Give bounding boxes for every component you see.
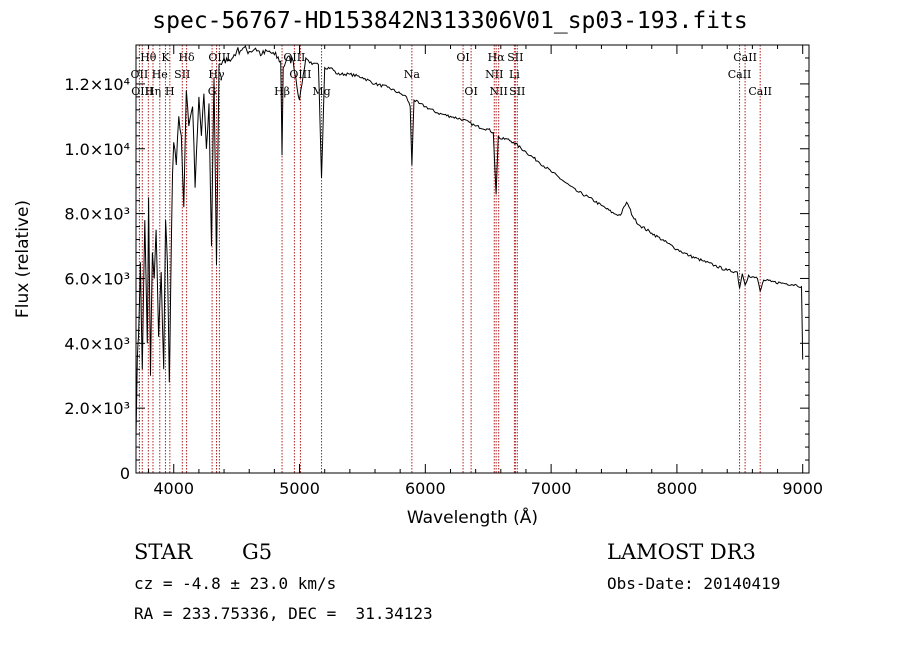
line-label-20: NII — [485, 68, 503, 81]
line-label-22: SII — [507, 51, 523, 64]
observation-date: Obs-Date: 20140419 — [607, 574, 781, 593]
line-label-23: Li — [509, 68, 520, 81]
line-label-4: Hη — [145, 85, 161, 98]
y-tick-label-1: 2.0×10³ — [64, 399, 130, 418]
line-label-8: Hδ — [178, 51, 195, 64]
y-tick-label-0: 0 — [120, 464, 130, 483]
x-tick-label-5: 9000 — [782, 479, 823, 498]
line-label-12: OIII — [283, 51, 305, 64]
y-axis-label: Flux (relative) — [13, 200, 33, 318]
x-axis-label: Wavelength (Å) — [407, 506, 538, 528]
x-tick-label-4: 8000 — [657, 479, 698, 498]
line-label-1: OII — [131, 68, 149, 81]
line-label-2: OIII — [131, 85, 153, 98]
line-label-0: Hθ — [140, 51, 157, 64]
line-label-18: OI — [464, 85, 477, 98]
x-tick-label-1: 5000 — [279, 479, 320, 498]
line-label-10: Hγ — [208, 68, 225, 81]
y-tick-label-2: 4.0×10³ — [64, 334, 130, 353]
line-label-3: He — [152, 68, 168, 81]
redshift-cz: cz = -4.8 ± 23.0 km/s — [134, 574, 337, 593]
line-label-16: Na — [404, 68, 421, 81]
y-tick-label-4: 8.0×10³ — [64, 205, 130, 224]
y-tick-label-5: 1.0×10⁴ — [64, 140, 130, 159]
line-label-27: CaII — [748, 85, 772, 98]
line-label-26: CaII — [728, 68, 752, 81]
line-label-9: OIII — [208, 51, 230, 64]
object-subclass: G5 — [242, 540, 273, 564]
ra-dec: RA = 233.75336, DEC = 31.34123 — [134, 604, 433, 623]
chart-title: spec-56767-HD153842N313306V01_sp03-193.f… — [152, 8, 748, 34]
y-tick-label-3: 6.0×10³ — [64, 269, 130, 288]
line-label-5: K — [161, 51, 170, 64]
line-marker-layer — [138, 45, 761, 473]
y-tick-label-6: 1.2×10⁴ — [64, 75, 130, 94]
x-tick-label-0: 4000 — [153, 479, 194, 498]
line-label-15: Mg — [312, 85, 330, 98]
line-label-19: Hα — [488, 51, 506, 64]
plot-frame — [135, 44, 810, 474]
line-label-11: G — [208, 85, 217, 98]
line-label-7: SII — [174, 68, 190, 81]
line-label-14: OIII — [289, 68, 311, 81]
line-label-21: NII — [490, 85, 508, 98]
line-label-17: OI — [456, 51, 469, 64]
x-tick-label-2: 6000 — [405, 479, 446, 498]
line-label-6: H — [165, 85, 175, 98]
spectrum-line — [135, 44, 804, 438]
object-class: STAR — [134, 540, 193, 564]
spectrum-layer — [135, 44, 804, 438]
x-tick-label-3: 7000 — [531, 479, 572, 498]
line-label-24: SII — [509, 85, 525, 98]
line-label-13: Hβ — [274, 85, 290, 98]
axes-layer: 4000 5000 6000 7000 8000 9000 0 2.0×10³ 4.0×10³ 6… — [13, 44, 823, 528]
line-label-25: CaII — [733, 51, 757, 64]
survey-name: LAMOST DR3 — [607, 540, 756, 564]
